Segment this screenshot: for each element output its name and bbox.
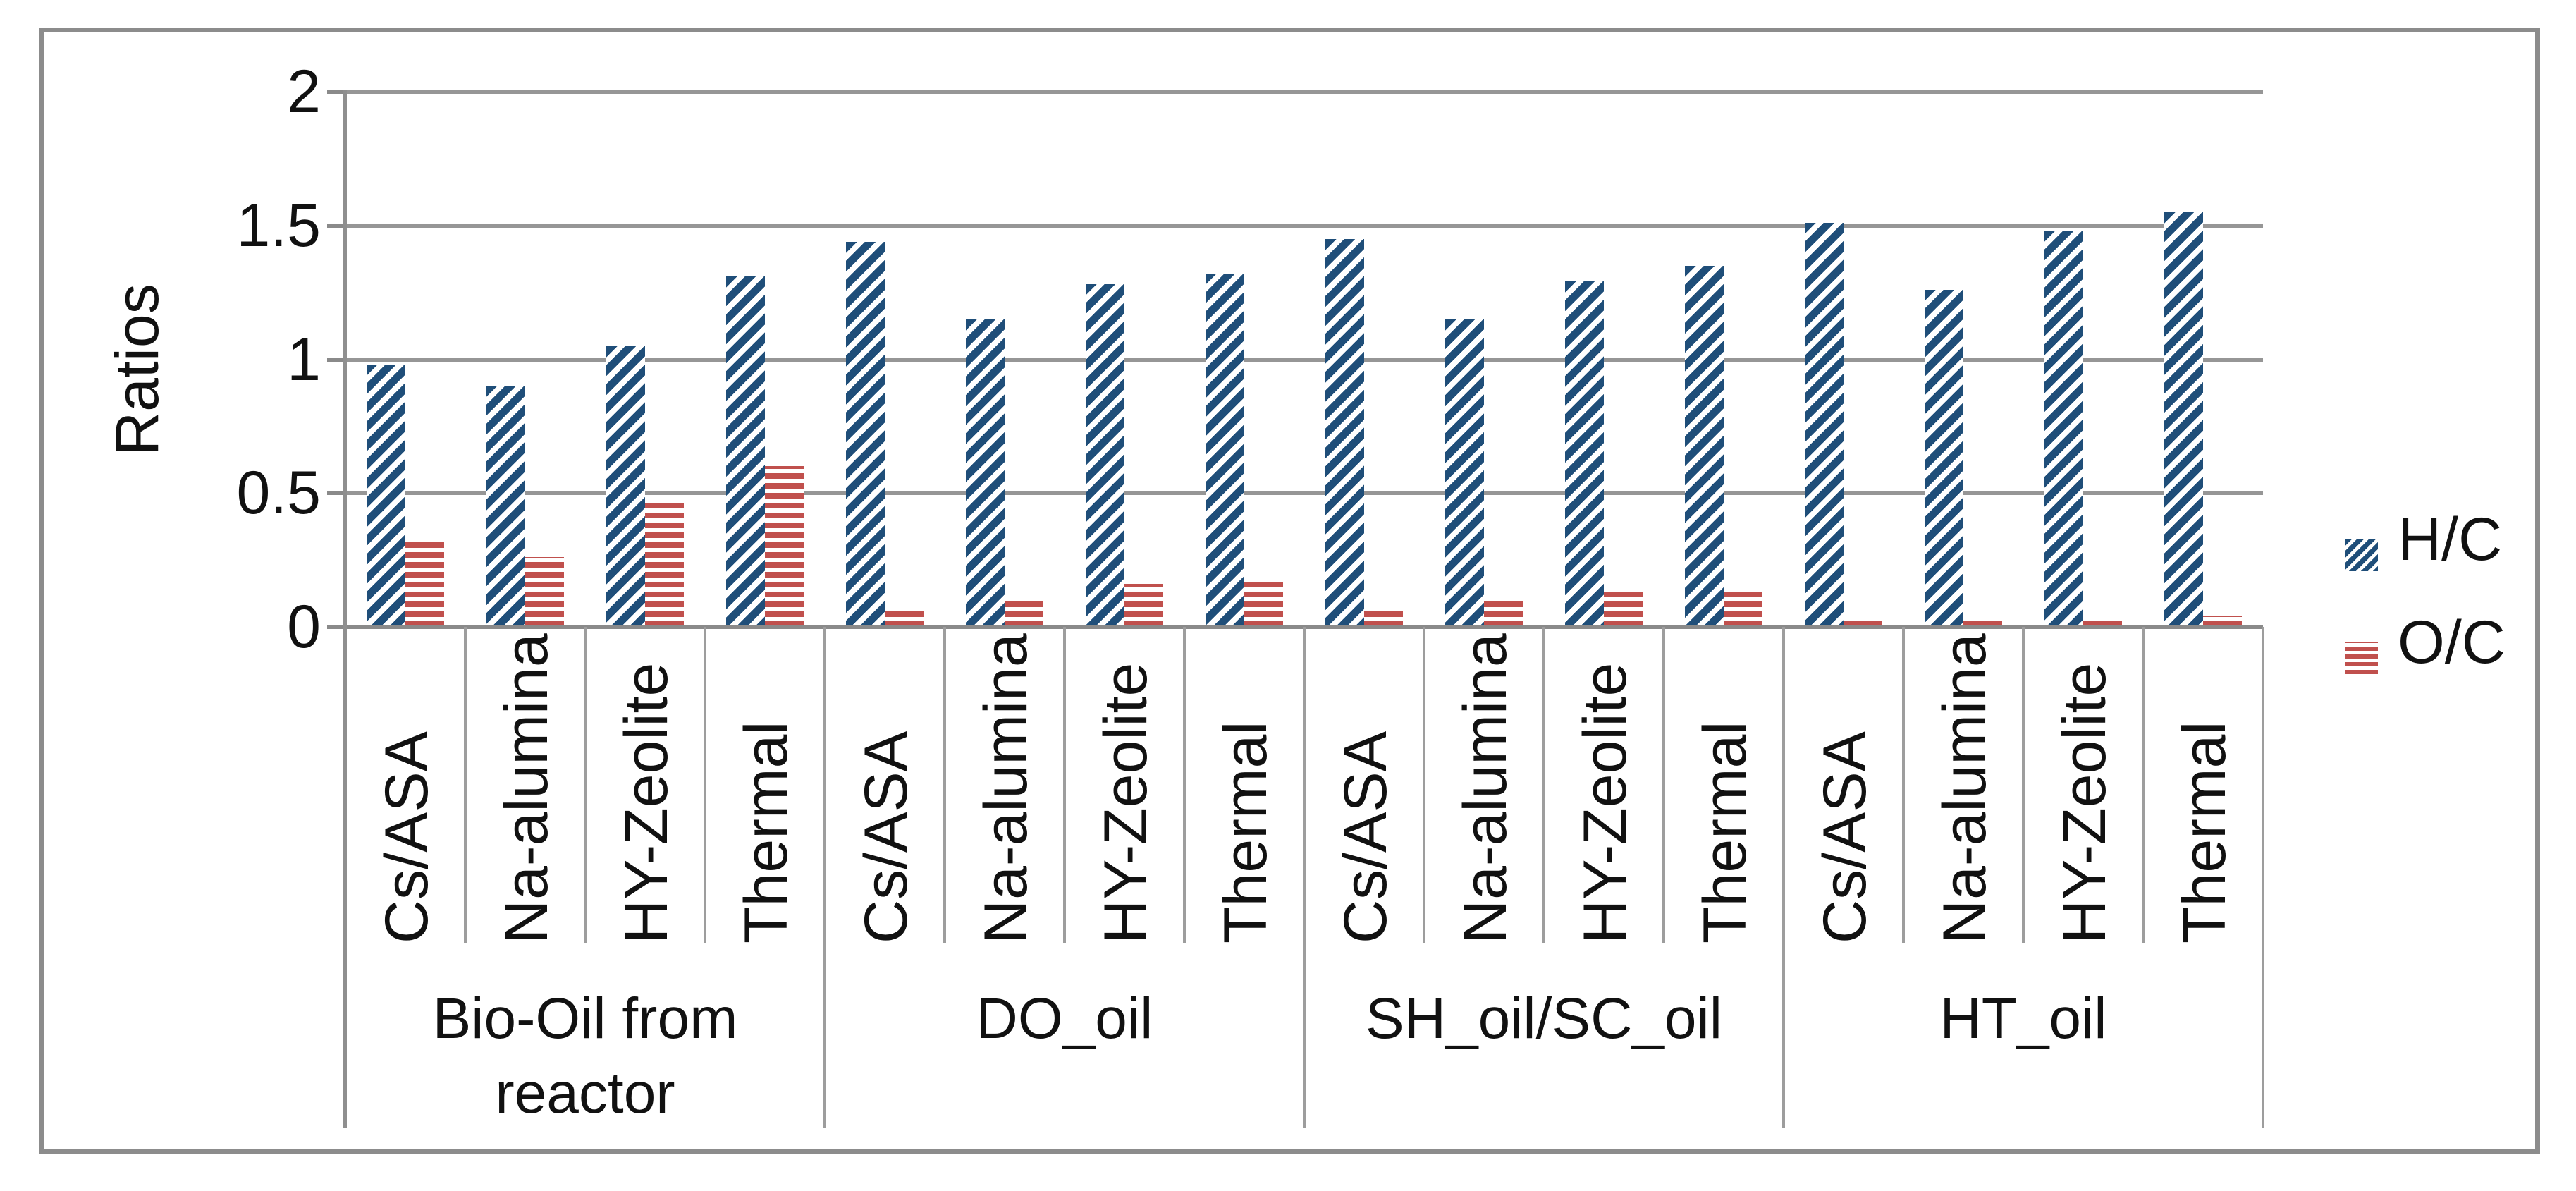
- bar-hc: [2044, 231, 2083, 627]
- bar-oc: [405, 539, 444, 627]
- category-separator-line: [1063, 627, 1066, 943]
- bar-hc: [726, 276, 765, 627]
- category-separator-line: [1662, 627, 1665, 943]
- category-separator-line: [2022, 627, 2025, 943]
- bar-hc: [966, 319, 1005, 627]
- bar-hc: [2164, 212, 2203, 627]
- category-label: Na-alumina: [1931, 633, 1999, 943]
- bar-oc: [1005, 600, 1043, 627]
- category-separator-line: [943, 627, 946, 943]
- category-separator-line: [584, 627, 587, 943]
- bar-hc: [1325, 239, 1364, 627]
- bar-oc: [2083, 619, 2122, 627]
- category-label: Na-alumina: [1452, 633, 1519, 943]
- bar-oc: [1604, 590, 1643, 627]
- bar-hc: [1925, 290, 1963, 627]
- y-axis-line: [343, 90, 347, 1128]
- bar-oc: [1963, 619, 2002, 627]
- category-separator-line: [1542, 627, 1545, 943]
- bar-hc: [1445, 319, 1484, 627]
- group-label: HT_oil: [1939, 987, 2107, 1051]
- bar-oc: [1844, 619, 1882, 627]
- oc-stripes-swatch-icon: [2345, 642, 2378, 674]
- group-label: SH_oil/SC_oil: [1366, 987, 1722, 1051]
- bar-hc: [1565, 281, 1604, 627]
- bar-oc: [765, 466, 804, 627]
- category-label: HY-Zeolite: [613, 662, 680, 943]
- category-label: HY-Zeolite: [1092, 662, 1160, 943]
- group-separator-line: [1303, 627, 1306, 1128]
- y-tick-label: 0.5: [236, 459, 321, 527]
- category-label: Cs/ASA: [852, 731, 920, 943]
- bar-oc: [885, 608, 924, 627]
- category-label: Thermal: [2171, 721, 2238, 943]
- group-separator-line: [1782, 627, 1785, 1128]
- legend-label-oc: O/C: [2398, 609, 2506, 676]
- category-separator-line: [464, 627, 467, 943]
- bar-oc: [2203, 616, 2242, 627]
- category-label: Thermal: [732, 721, 800, 943]
- y-tick-mark: [327, 224, 345, 228]
- group-label: Bio-Oil from reactor: [432, 987, 738, 1125]
- bar-hc: [486, 386, 525, 627]
- gridline: [345, 491, 2263, 496]
- category-separator-line: [1423, 627, 1425, 943]
- bar-hc: [1206, 274, 1244, 627]
- y-tick-mark: [327, 491, 345, 496]
- category-label: Thermal: [1212, 721, 1280, 943]
- category-label: Na-alumina: [493, 633, 560, 943]
- bar-hc: [1805, 223, 1844, 627]
- y-axis-title: Ratios: [104, 283, 171, 456]
- bar-oc: [1364, 608, 1403, 627]
- category-label: Cs/ASA: [1811, 731, 1879, 943]
- bar-hc: [606, 346, 645, 627]
- group-separator-line: [823, 627, 826, 1128]
- bar-oc: [1484, 600, 1523, 627]
- category-label: Na-alumina: [972, 633, 1040, 943]
- legend: H/C O/C: [2345, 494, 2571, 705]
- y-tick-mark: [327, 90, 345, 94]
- y-tick-label: 1: [287, 325, 321, 393]
- category-label: Cs/ASA: [373, 731, 441, 943]
- y-tick-label: 1.5: [236, 191, 321, 259]
- bar-hc: [846, 242, 885, 627]
- bar-oc: [1124, 584, 1163, 627]
- x-axis-line: [327, 625, 2263, 629]
- bar-oc: [645, 501, 684, 627]
- category-label: HY-Zeolite: [2051, 662, 2118, 943]
- bar-hc: [1685, 266, 1724, 627]
- group-label: DO_oil: [976, 987, 1153, 1051]
- chart-frame: [39, 28, 2540, 1154]
- bar-hc: [1086, 284, 1124, 627]
- category-label: HY-Zeolite: [1571, 662, 1639, 943]
- category-label: Thermal: [1691, 721, 1759, 943]
- gridline: [345, 358, 2263, 362]
- legend-label-hc: H/C: [2398, 506, 2503, 573]
- gridline: [345, 90, 2263, 94]
- gridline: [345, 224, 2263, 228]
- y-tick-label: 2: [287, 58, 321, 126]
- bar-oc: [1724, 592, 1762, 627]
- hc-hatch-swatch-icon: [2345, 539, 2378, 571]
- category-separator-line: [704, 627, 706, 943]
- category-separator-line: [2142, 627, 2145, 943]
- group-separator-line: [2262, 627, 2264, 1128]
- category-label: Cs/ASA: [1332, 731, 1399, 943]
- category-separator-line: [1183, 627, 1186, 943]
- bar-hc: [367, 365, 405, 627]
- bar-oc: [1244, 581, 1283, 627]
- y-tick-mark: [327, 358, 345, 362]
- bar-oc: [525, 557, 564, 627]
- y-tick-label: 0: [287, 593, 321, 661]
- category-separator-line: [1902, 627, 1905, 943]
